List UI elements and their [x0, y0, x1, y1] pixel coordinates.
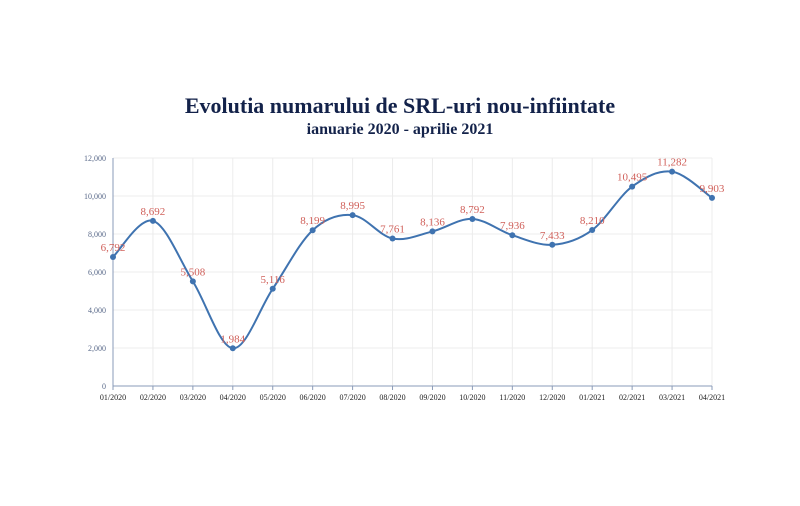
data-point	[149, 217, 156, 224]
data-point	[589, 227, 596, 234]
chart-subtitle: ianuarie 2020 - aprilie 2021	[306, 121, 494, 138]
x-tick-label: 03/2020	[180, 393, 206, 402]
data-point	[709, 194, 715, 201]
x-tick-label: 01/2020	[100, 393, 126, 402]
data-point	[429, 228, 436, 235]
x-tick-label: 03/2021	[659, 393, 685, 402]
data-point	[349, 212, 356, 219]
x-tick-label: 09/2020	[419, 393, 445, 402]
x-tick-label: 02/2020	[140, 393, 166, 402]
data-label: 7,433	[540, 230, 565, 242]
data-label: 8,692	[141, 206, 166, 218]
data-point	[269, 285, 276, 292]
data-label: 11,282	[657, 157, 687, 169]
data-point	[110, 253, 116, 260]
x-tick-label: 02/2021	[619, 393, 645, 402]
x-tick-label: 10/2020	[459, 393, 485, 402]
series-line	[112, 170, 713, 350]
x-tick-label: 05/2020	[260, 393, 286, 402]
y-tick-label: 4,000	[88, 306, 106, 315]
data-point	[509, 232, 516, 239]
x-tick-label: 08/2020	[379, 393, 405, 402]
data-label: 5,508	[180, 266, 205, 278]
data-point	[229, 345, 236, 352]
data-point	[389, 235, 396, 242]
data-label: 7,936	[500, 220, 525, 232]
chart-title: Evolutia numarului de SRL-uri nou-infiin…	[184, 93, 616, 118]
data-label: 8,199	[300, 215, 325, 227]
data-label: 5,116	[261, 274, 286, 286]
x-tick-label: 06/2020	[300, 393, 326, 402]
y-tick-label: 0	[102, 382, 106, 391]
y-tick-label: 8,000	[88, 230, 106, 239]
y-tick-label: 2,000	[88, 344, 106, 353]
data-label: 9,903	[700, 183, 725, 195]
data-point	[309, 227, 316, 234]
x-tick-label: 11/2020	[499, 393, 525, 402]
data-label: 6,792	[101, 242, 126, 254]
data-label: 7,761	[380, 224, 405, 236]
data-point	[669, 168, 676, 175]
data-label: 8,210	[580, 215, 605, 227]
y-tick-label: 12,000	[84, 154, 106, 163]
x-tick-label: 01/2021	[579, 393, 605, 402]
data-label: 1,984	[220, 333, 245, 345]
x-tick-label: 04/2021	[699, 393, 725, 402]
data-point	[189, 278, 196, 285]
data-point	[549, 241, 556, 248]
x-tick-label: 12/2020	[539, 393, 565, 402]
x-tick-label: 07/2020	[339, 393, 365, 402]
y-tick-label: 6,000	[88, 268, 106, 277]
data-label: 8,792	[460, 204, 485, 216]
data-label: 8,995	[340, 200, 365, 212]
data-label: 10,495	[617, 172, 648, 184]
x-tick-label: 04/2020	[220, 393, 246, 402]
data-point	[629, 183, 636, 190]
data-label: 8,136	[420, 216, 445, 228]
y-tick-label: 10,000	[84, 192, 106, 201]
data-point	[469, 215, 476, 222]
